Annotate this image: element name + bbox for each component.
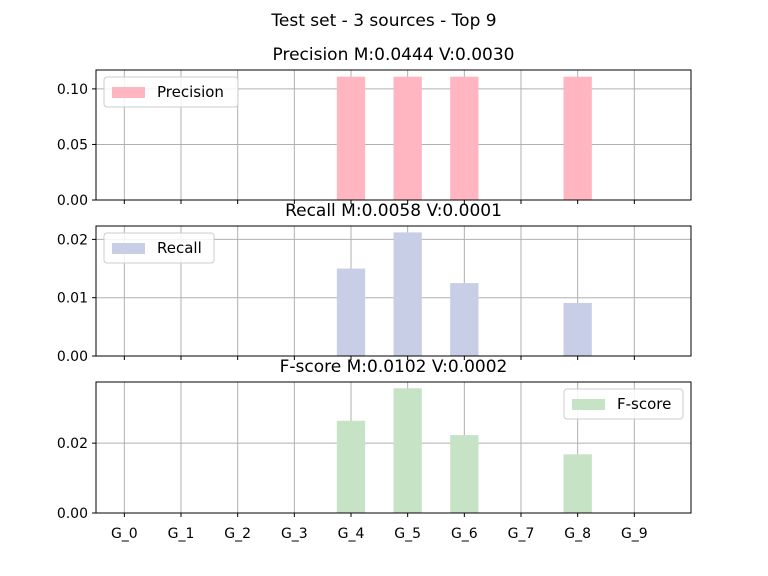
legend-swatch — [112, 243, 145, 254]
legend-label: Precision — [157, 83, 224, 101]
x-tick-label: G_2 — [224, 526, 251, 542]
x-tick-label: G_4 — [338, 526, 365, 542]
y-tick-label: 0.00 — [57, 193, 88, 209]
x-tick-label: G_0 — [111, 526, 138, 542]
legend-label: Recall — [157, 239, 202, 257]
bar-G_4 — [336, 268, 366, 356]
y-tick-label: 0.01 — [57, 291, 88, 307]
x-tick-label: G_1 — [168, 526, 195, 542]
legend-swatch — [112, 87, 145, 98]
x-tick-label: G_9 — [621, 526, 648, 542]
axes-frame — [95, 225, 692, 357]
axes-frame — [95, 381, 692, 514]
subplot-title: Precision M:0.0444 V:0.0030 — [273, 45, 515, 65]
bar-G_5 — [393, 232, 422, 356]
bar-G_5 — [393, 388, 422, 513]
axes-frame — [95, 69, 692, 201]
bar-G_8 — [563, 454, 592, 513]
y-tick-label: 0.00 — [57, 506, 88, 522]
subplot-title: Recall M:0.0058 V:0.0001 — [285, 201, 502, 221]
x-tick-label: G_3 — [281, 526, 308, 542]
y-tick-label: 0.02 — [57, 436, 88, 452]
legend-box — [563, 388, 684, 420]
legend-box — [103, 76, 239, 108]
y-tick-label: 0.00 — [57, 349, 88, 365]
y-tick-label: 0.10 — [57, 82, 88, 98]
y-tick-label: 0.02 — [57, 232, 88, 248]
x-tick-label: G_5 — [394, 526, 421, 542]
fscore-subplot: 0.00 0.02 G_0 G_1 G_2 G_3 G_4 G_5 G_6 G_7 G_8 G_9 F-… — [57, 357, 692, 542]
figure-suptitle: Test set - 3 sources - Top 9 — [270, 11, 496, 31]
legend-swatch — [572, 399, 605, 410]
bar-G_4 — [336, 420, 366, 513]
bar-G_8 — [563, 76, 592, 200]
bar-G_6 — [450, 76, 479, 200]
legend: Recall — [103, 232, 215, 264]
x-tick-label: G_7 — [508, 526, 535, 542]
bar-G_6 — [450, 435, 479, 513]
bar-G_8 — [563, 302, 592, 356]
legend: Precision — [103, 76, 239, 108]
legend-box — [103, 232, 215, 264]
y-tick-label: 0.05 — [57, 137, 88, 153]
legend: F-score — [563, 388, 684, 420]
bar-G_6 — [450, 283, 479, 356]
subplot-title: F-score M:0.0102 V:0.0002 — [280, 357, 508, 377]
legend-label: F-score — [617, 395, 671, 413]
x-tick-label: G_8 — [564, 526, 591, 542]
precision-subplot: 0.00 0.05 0.10 Precision M:0.0444 V:0.0030 P… — [57, 45, 692, 209]
recall-subplot: 0.00 0.01 0.02 Recall M:0.0058 V:0.0001 Reca… — [57, 201, 692, 365]
bar-G_4 — [336, 76, 366, 200]
x-tick-label: G_6 — [451, 526, 478, 542]
bar-G_5 — [393, 76, 422, 200]
